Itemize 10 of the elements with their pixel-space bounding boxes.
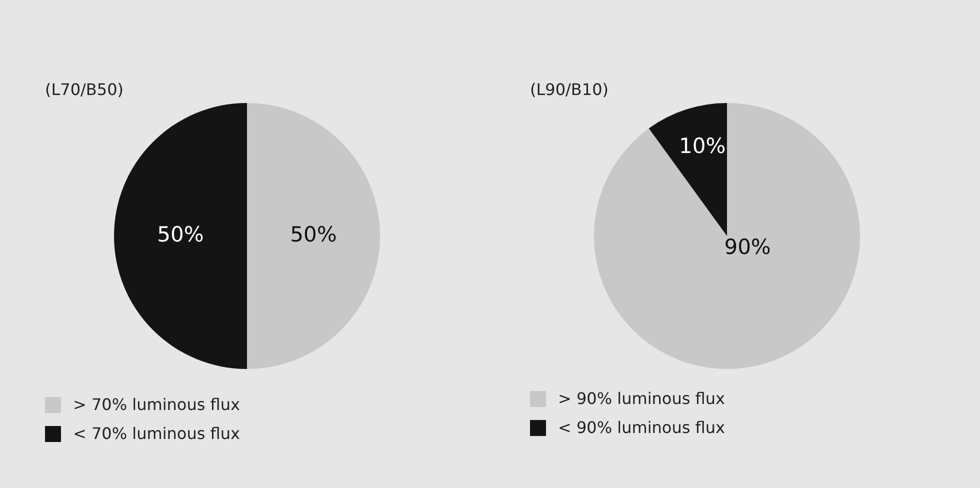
data-label: 10%	[678, 134, 726, 158]
chart-title: (L90/B10)	[530, 80, 608, 99]
legend-label: > 70% luminous flux	[73, 395, 240, 414]
chart-title: (L70/B50)	[45, 80, 124, 99]
legend-label: > 90% luminous flux	[558, 389, 725, 408]
data-label: 50%	[290, 222, 337, 246]
data-label: 90%	[724, 235, 771, 260]
legend-label: < 70% luminous flux	[73, 424, 240, 443]
data-label: 50%	[157, 222, 204, 246]
legend-label: < 90% luminous flux	[558, 418, 725, 437]
